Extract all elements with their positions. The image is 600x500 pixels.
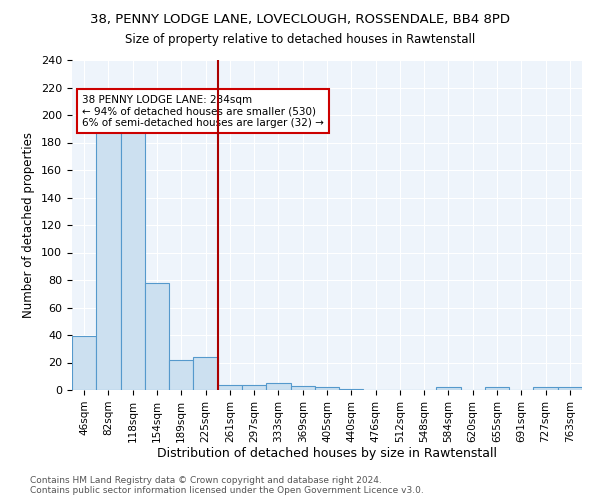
Bar	[218, 384, 242, 390]
Bar	[485, 387, 509, 390]
Bar	[72, 336, 96, 390]
Bar	[339, 388, 364, 390]
Text: 38, PENNY LODGE LANE, LOVECLOUGH, ROSSENDALE, BB4 8PD: 38, PENNY LODGE LANE, LOVECLOUGH, ROSSEN…	[90, 12, 510, 26]
Bar	[242, 384, 266, 390]
Bar	[290, 386, 315, 390]
Bar	[169, 360, 193, 390]
Text: Contains HM Land Registry data © Crown copyright and database right 2024.
Contai: Contains HM Land Registry data © Crown c…	[30, 476, 424, 495]
Y-axis label: Number of detached properties: Number of detached properties	[22, 132, 35, 318]
Text: 38 PENNY LODGE LANE: 234sqm
← 94% of detached houses are smaller (530)
6% of sem: 38 PENNY LODGE LANE: 234sqm ← 94% of det…	[82, 94, 324, 128]
Bar	[145, 283, 169, 390]
Bar	[558, 387, 582, 390]
X-axis label: Distribution of detached houses by size in Rawtenstall: Distribution of detached houses by size …	[157, 448, 497, 460]
Bar	[436, 387, 461, 390]
Bar	[193, 357, 218, 390]
Bar	[96, 119, 121, 390]
Text: Size of property relative to detached houses in Rawtenstall: Size of property relative to detached ho…	[125, 32, 475, 46]
Bar	[315, 387, 339, 390]
Bar	[266, 383, 290, 390]
Bar	[121, 128, 145, 390]
Bar	[533, 387, 558, 390]
